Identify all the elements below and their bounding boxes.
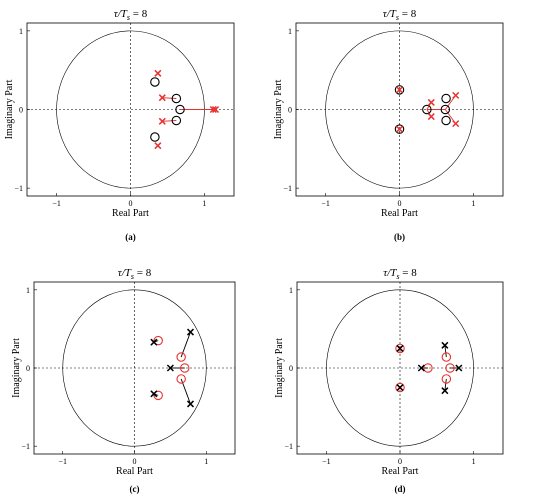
y-tick-label: −1 xyxy=(14,184,23,193)
zero-marker xyxy=(422,104,432,115)
x-tick-label: −1 xyxy=(52,199,61,208)
zero-marker xyxy=(395,382,405,393)
panel-title: τ/Ts = 8 xyxy=(383,267,417,281)
x-tick-label: 0 xyxy=(398,457,402,466)
x-tick-label: 0 xyxy=(398,199,402,208)
pole-marker xyxy=(211,105,220,114)
zero-marker xyxy=(150,132,160,142)
pole-marker xyxy=(154,142,162,150)
pole-marker xyxy=(441,341,449,349)
x-tick-label: 1 xyxy=(472,457,476,466)
x-tick-label: −1 xyxy=(321,199,330,208)
zero-marker xyxy=(175,104,185,115)
panel-caption: (a) xyxy=(125,232,136,242)
panel-2: −1 0 1 −1 0 1 Real Part Imaginary Part τ/Ts = 8 (… xyxy=(273,8,504,242)
pole-marker xyxy=(441,387,449,395)
trajectory-line xyxy=(444,345,447,358)
y-tick-label: 0 xyxy=(26,364,30,373)
zero-marker xyxy=(441,352,452,362)
pole-marker xyxy=(209,105,217,114)
unit-circle xyxy=(325,30,474,189)
zero-marker xyxy=(150,77,160,87)
y-tick-label: 0 xyxy=(288,106,292,115)
y-tick-label: −1 xyxy=(21,442,30,451)
pole-marker xyxy=(150,338,158,346)
pole-marker xyxy=(158,117,166,125)
zero-marker xyxy=(176,352,186,362)
x-axis-label: Real Part xyxy=(381,208,418,219)
panel-title: τ/Ts = 8 xyxy=(114,8,148,22)
zero-marker xyxy=(153,335,163,346)
zero-marker xyxy=(171,115,182,126)
x-axis-label: Real Part xyxy=(382,466,419,477)
y-axis-label: Imaginary Part xyxy=(4,79,15,139)
zero-marker xyxy=(395,343,405,354)
panel-1: −1 0 1 −1 0 1 Real Part Imaginary Part τ/Ts = 8 (… xyxy=(4,8,235,242)
x-tick-label: 0 xyxy=(129,199,133,208)
y-axis-label: Imaginary Part xyxy=(273,79,284,139)
y-tick-label: 1 xyxy=(26,286,30,295)
pole-marker xyxy=(452,91,460,99)
zero-marker xyxy=(171,93,182,104)
y-tick-label: 1 xyxy=(289,286,293,295)
x-tick-label: −1 xyxy=(322,457,331,466)
x-axis-label: Real Part xyxy=(116,466,153,477)
x-tick-label: 0 xyxy=(133,457,137,466)
x-tick-label: 1 xyxy=(204,457,208,466)
y-tick-label: −1 xyxy=(283,184,292,193)
pole-marker xyxy=(158,94,166,102)
pole-marker xyxy=(150,390,158,398)
panel-4: −1 0 1 −1 0 1 Real Part Imaginary Part τ/Ts = 8 (… xyxy=(274,267,504,494)
pole-marker xyxy=(452,120,460,128)
trajectory-line xyxy=(162,120,177,122)
pole-marker xyxy=(154,69,162,77)
y-tick-label: 1 xyxy=(19,27,23,36)
y-tick-label: 0 xyxy=(289,364,293,373)
panel-caption: (c) xyxy=(130,484,140,494)
pole-marker xyxy=(427,98,435,106)
zero-marker xyxy=(394,85,405,95)
x-tick-label: 1 xyxy=(202,199,206,208)
zero-marker xyxy=(441,374,452,384)
zero-marker xyxy=(394,124,405,134)
x-tick-label: 1 xyxy=(471,199,475,208)
pole-marker xyxy=(166,364,174,372)
zero-marker xyxy=(180,363,190,373)
pole-marker xyxy=(186,400,195,408)
pole-marker xyxy=(395,125,404,133)
zero-marker xyxy=(440,104,451,115)
panel-title: τ/Ts = 8 xyxy=(118,267,152,281)
unit-circle xyxy=(62,289,207,447)
pole-marker xyxy=(396,344,404,352)
panel-3: −1 0 1 −1 0 1 Real Part Imaginary Part τ/Ts = 8 (… xyxy=(11,267,236,494)
zero-marker xyxy=(441,93,451,104)
panel-caption: (d) xyxy=(395,484,406,494)
y-tick-label: 1 xyxy=(288,27,292,36)
y-tick-label: −1 xyxy=(284,442,293,451)
pole-marker xyxy=(186,328,195,336)
pole-marker xyxy=(427,113,435,121)
panel-title: τ/Ts = 8 xyxy=(383,8,417,22)
x-tick-label: −1 xyxy=(58,457,67,466)
trajectory-line xyxy=(444,378,447,391)
pole-marker xyxy=(395,86,404,94)
y-tick-label: 0 xyxy=(19,106,23,115)
trajectory-line xyxy=(162,97,177,99)
y-axis-label: Imaginary Part xyxy=(274,338,285,398)
zero-marker xyxy=(423,363,433,373)
zero-marker xyxy=(441,115,451,126)
pole-marker xyxy=(417,364,425,372)
x-axis-label: Real Part xyxy=(112,208,149,219)
zero-marker xyxy=(445,363,455,373)
zero-marker xyxy=(153,390,163,401)
pole-marker xyxy=(396,384,404,392)
y-axis-label: Imaginary Part xyxy=(11,338,22,398)
pole-marker xyxy=(455,364,463,372)
zero-marker xyxy=(176,374,186,384)
unit-circle xyxy=(326,289,474,447)
panel-caption: (b) xyxy=(394,232,405,242)
